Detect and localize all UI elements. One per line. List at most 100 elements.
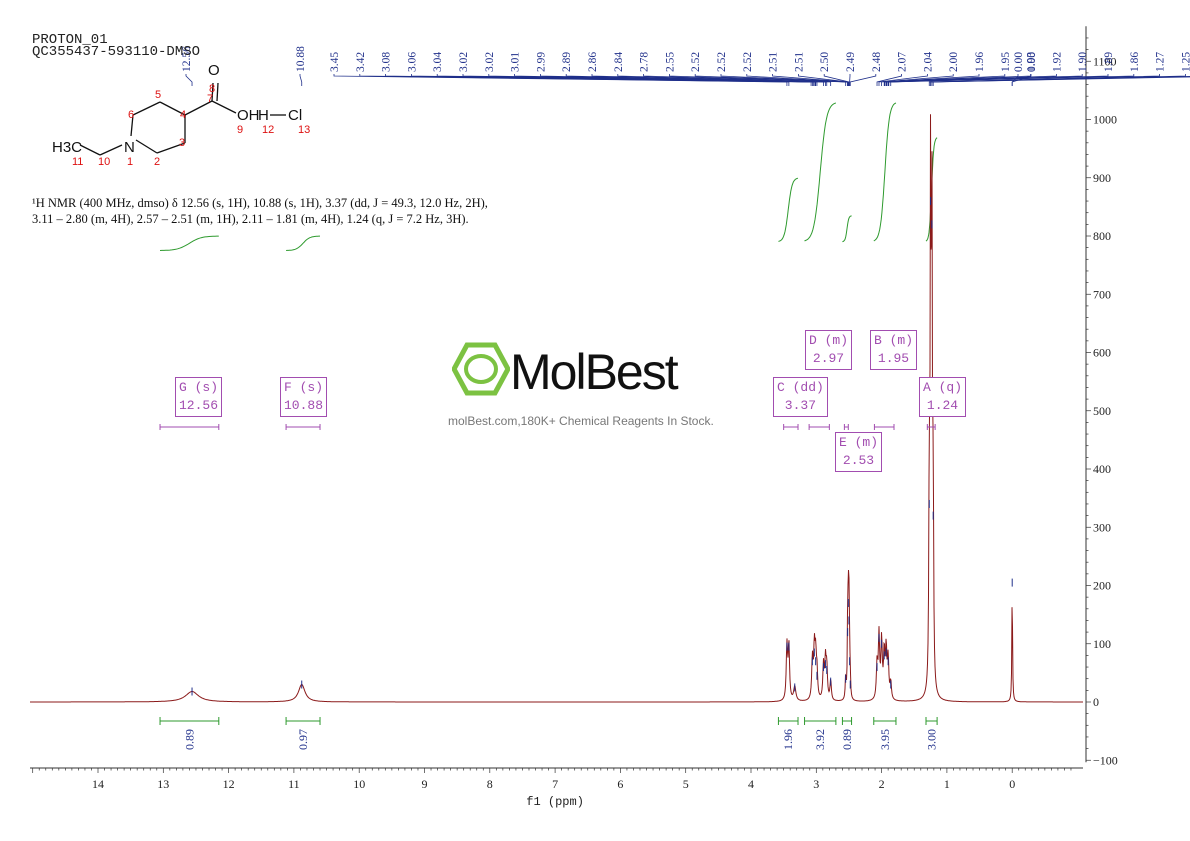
x-tick-label: 7 bbox=[552, 777, 558, 791]
atom-number: 1 bbox=[127, 156, 133, 168]
integral-value: 0.97 bbox=[296, 729, 310, 750]
x-tick-label: 13 bbox=[157, 777, 169, 791]
x-tick-label: 2 bbox=[879, 777, 885, 791]
x-tick-label: 1 bbox=[944, 777, 950, 791]
y-tick-label: 400 bbox=[1093, 462, 1111, 476]
peak-label-leader bbox=[878, 74, 928, 86]
peak-label: 2.49 bbox=[845, 52, 857, 72]
peak-label-leader bbox=[890, 74, 1135, 86]
peak-label: 2.48 bbox=[871, 52, 883, 72]
y-tick-label: 0 bbox=[1093, 695, 1099, 709]
multiplet-label: C (dd) bbox=[777, 380, 824, 395]
peak-label-leader bbox=[876, 74, 902, 86]
molbest-logo-icon bbox=[451, 342, 511, 401]
peak-label-leader bbox=[883, 74, 980, 86]
multiplet-label: E (m) bbox=[839, 435, 879, 450]
bond bbox=[211, 100, 237, 114]
x-tick-label: 12 bbox=[223, 777, 235, 791]
peak-label: 1.25 bbox=[1180, 52, 1190, 72]
atom-label: OH bbox=[237, 107, 260, 124]
bond bbox=[156, 142, 186, 154]
multiplet-box: A (q) 1.24 bbox=[919, 377, 967, 417]
peak-label: 10.88 bbox=[295, 46, 307, 72]
peak-label: 2.84 bbox=[613, 52, 625, 72]
peak-label-leader bbox=[798, 74, 849, 86]
multiplet-shift: 2.53 bbox=[842, 453, 875, 468]
nmr-description: ¹H NMR (400 MHz, dmso) δ 12.56 (s, 1H), … bbox=[32, 195, 488, 227]
bond bbox=[216, 82, 219, 102]
peak-label: 2.04 bbox=[922, 52, 934, 72]
x-tick-label: 8 bbox=[487, 777, 493, 791]
atom-label: N bbox=[124, 139, 135, 156]
peak-label-leader bbox=[299, 74, 303, 86]
spectrum-group bbox=[30, 114, 1083, 703]
peak-label: 3.42 bbox=[355, 52, 367, 72]
bond bbox=[130, 114, 134, 137]
peak-label: 2.52 bbox=[716, 52, 728, 72]
bond bbox=[135, 139, 158, 154]
atom-number: 9 bbox=[237, 124, 243, 136]
peak-label: 3.08 bbox=[381, 52, 393, 72]
peak-label-leader bbox=[643, 74, 832, 86]
peak-label-leader bbox=[185, 74, 193, 86]
bond bbox=[184, 100, 213, 116]
x-tick-label: 10 bbox=[353, 777, 365, 791]
peak-label: 2.50 bbox=[819, 52, 831, 72]
peak-label: 2.55 bbox=[664, 52, 676, 72]
integral-value: 1.96 bbox=[781, 729, 795, 750]
nmr-description-line2: 3.11 – 2.80 (m, 4H), 2.57 – 2.51 (m, 1H)… bbox=[32, 212, 469, 226]
peak-label: 2.51 bbox=[793, 52, 805, 72]
atom-label: Cl bbox=[288, 107, 302, 124]
y-tick-label: 1000 bbox=[1093, 113, 1117, 127]
peak-label: 3.02 bbox=[458, 52, 470, 72]
integral-value: 3.00 bbox=[925, 729, 939, 750]
atom-number: 10 bbox=[98, 156, 110, 168]
y-tick-label: 500 bbox=[1093, 404, 1111, 418]
peak-label: 2.86 bbox=[587, 52, 599, 72]
peak-label: 0.00 bbox=[1026, 52, 1038, 72]
axes-group: 14 13 12 11 10 9 8 7 6 5 4 3 2 1 0f1 (ppm)110010009008… bbox=[30, 26, 1118, 809]
ch3-label: H3C bbox=[52, 139, 82, 156]
atom-number: 6 bbox=[128, 109, 134, 121]
peak-label: 2.89 bbox=[561, 52, 573, 72]
peak-label: 3.01 bbox=[510, 52, 522, 72]
atom-number: 2 bbox=[154, 156, 160, 168]
atom-label: O bbox=[208, 62, 220, 79]
atom-number: 12 bbox=[262, 124, 274, 136]
peak-label-leader bbox=[886, 74, 1057, 86]
peak-label: 2.00 bbox=[948, 52, 960, 72]
integral-value: 3.95 bbox=[878, 729, 892, 750]
x-tick-label: 11 bbox=[288, 777, 300, 791]
peak-label: 3.04 bbox=[432, 52, 444, 72]
x-axis-title: f1 (ppm) bbox=[526, 795, 584, 809]
integral-curve bbox=[159, 235, 219, 251]
y-tick-label: 800 bbox=[1093, 229, 1111, 243]
bond bbox=[211, 82, 214, 102]
multiplet-shift: 2.97 bbox=[812, 351, 845, 366]
integral-value: 3.92 bbox=[813, 729, 827, 750]
integral-curve bbox=[778, 177, 799, 242]
x-tick-label: 3 bbox=[813, 777, 819, 791]
peak-label: 2.78 bbox=[639, 52, 651, 72]
peak-label: 2.52 bbox=[690, 52, 702, 72]
y-tick-label: 900 bbox=[1093, 171, 1111, 185]
multiplet-shift: 12.56 bbox=[179, 398, 219, 413]
peak-label: 0.00 bbox=[1013, 52, 1025, 72]
bond bbox=[79, 144, 101, 156]
x-tick-label: 9 bbox=[422, 777, 428, 791]
atom-number: 8 bbox=[209, 83, 215, 95]
multiplet-shift: 1.95 bbox=[877, 351, 910, 366]
peak-label: 3.06 bbox=[406, 52, 418, 72]
peak-label-leader bbox=[884, 74, 1006, 86]
integral-curve bbox=[842, 215, 852, 243]
integral-value: 0.89 bbox=[182, 729, 196, 750]
multiplet-label: G (s) bbox=[179, 380, 219, 395]
y-tick-label: 600 bbox=[1093, 346, 1111, 360]
multiplet-label: F (s) bbox=[284, 380, 324, 395]
y-tick-label: 300 bbox=[1093, 520, 1111, 534]
peak-label: 12.56 bbox=[181, 46, 193, 72]
header-sample-id: QC355437-593110-DMSO bbox=[32, 44, 201, 60]
peak-label-leader bbox=[1011, 74, 1032, 86]
peak-label: 1.86 bbox=[1129, 52, 1141, 72]
